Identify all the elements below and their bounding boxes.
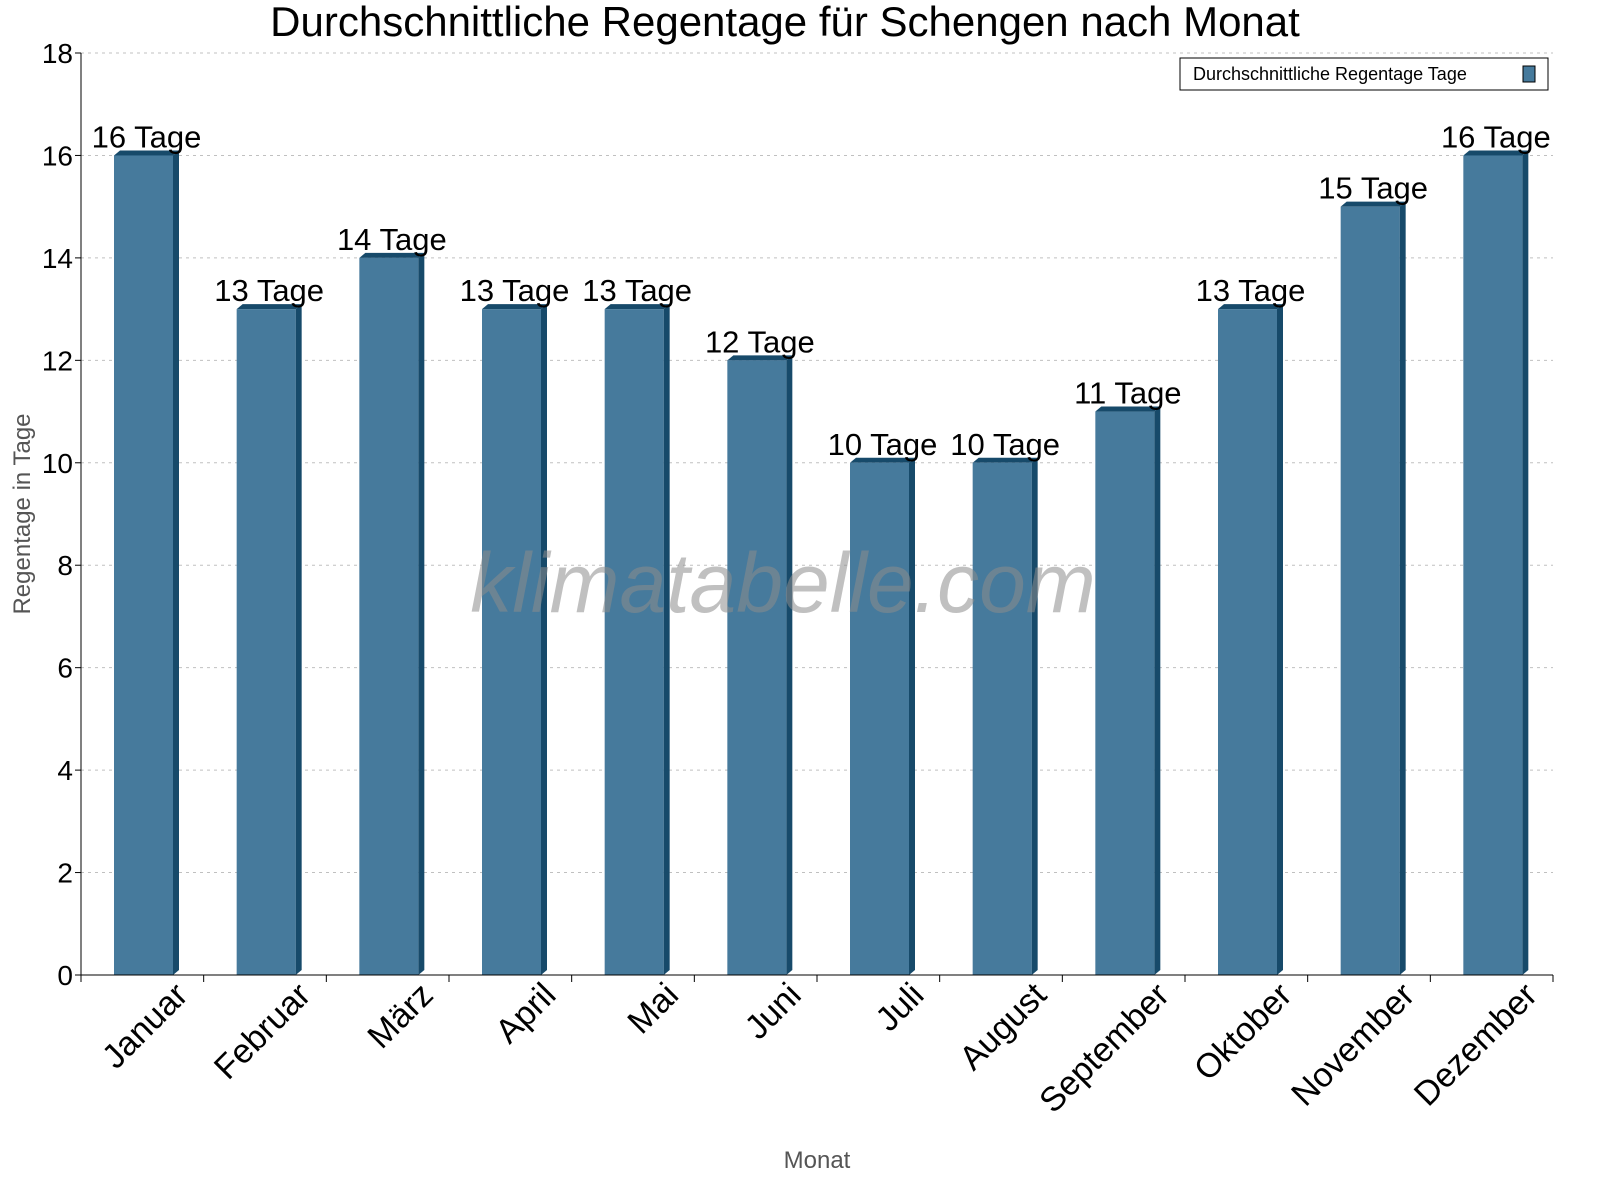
x-tick-label: Juni	[738, 976, 809, 1047]
x-tick-label: Mai	[620, 976, 686, 1042]
bar-side	[1277, 304, 1283, 976]
bar-group: 11 Tage	[1074, 376, 1182, 975]
legend: Durchschnittliche Regentage Tage	[1179, 57, 1549, 91]
bar	[727, 360, 787, 975]
bar-group: 16 Tage	[1441, 119, 1551, 975]
bar	[972, 462, 1032, 975]
legend-label: Durchschnittliche Regentage Tage	[1193, 64, 1467, 84]
y-tick-label: 16	[42, 140, 73, 171]
y-tick-label: 2	[57, 858, 73, 889]
bar-side	[663, 304, 670, 976]
bar	[1095, 411, 1155, 975]
bar-top	[482, 304, 547, 310]
legend-box	[1179, 57, 1549, 91]
bar-group: 13 Tage	[214, 273, 324, 976]
bar	[114, 155, 173, 975]
bar-side	[295, 304, 302, 976]
bar-group: 15 Tage	[1318, 171, 1428, 975]
bar-side	[1154, 406, 1161, 975]
y-tick-label: 18	[42, 38, 73, 69]
bar-top	[114, 150, 179, 156]
y-axis-label: Regentage in Tage	[9, 413, 36, 614]
y-tick-label: 10	[42, 448, 73, 479]
data-label: 13 Tage	[1196, 273, 1306, 308]
data-label: 11 Tage	[1074, 376, 1181, 411]
bar-side	[418, 252, 425, 975]
bar-top	[1095, 406, 1161, 412]
bar	[1218, 309, 1277, 976]
watermark: klimatabelle.com	[470, 536, 1096, 630]
x-tick-label: März	[360, 976, 440, 1056]
bar	[850, 462, 909, 975]
data-label: 13 Tage	[214, 273, 324, 308]
x-axis-label: Monat	[784, 1147, 851, 1174]
bar-group: 10 Tage	[828, 427, 938, 975]
x-tick-label: Januar	[95, 976, 195, 1076]
data-label: 14 Tage	[337, 222, 447, 257]
data-label: 13 Tage	[460, 273, 570, 308]
bar-side	[173, 150, 179, 975]
bar-side	[909, 457, 915, 975]
y-tick-label: 0	[57, 960, 73, 991]
bar-group: 16 Tage	[92, 119, 202, 975]
bar-group: 13 Tage	[460, 273, 570, 976]
y-tick-label: 12	[42, 345, 73, 376]
bar-top	[1218, 304, 1283, 310]
bars: 16 Tage 13 Tage 14 Tage 13 Tage 13 Tage 12 Ta…	[92, 119, 1551, 976]
bar-side	[541, 304, 547, 976]
bar-top	[604, 304, 670, 310]
data-label: 15 Tage	[1318, 171, 1428, 206]
data-label: 12 Tage	[705, 324, 815, 359]
y-tick-label: 6	[57, 653, 73, 684]
bar-top	[359, 252, 425, 258]
data-label: 16 Tage	[92, 119, 202, 154]
x-tick-label: April	[488, 976, 563, 1051]
bar	[236, 309, 296, 976]
x-tick-label: Juli	[868, 976, 931, 1039]
bar-group: 14 Tage	[337, 222, 447, 975]
bar-side	[1522, 150, 1529, 975]
bar	[1340, 206, 1400, 975]
chart-title: Durchschnittliche Regentage für Schengen…	[270, 0, 1300, 45]
bar-top	[1340, 201, 1406, 207]
bar-side	[1399, 201, 1406, 975]
bar-side	[1031, 457, 1038, 975]
bar-group: 13 Tage	[582, 273, 692, 976]
y-tick-label: 4	[57, 755, 73, 786]
bar	[482, 309, 541, 976]
y-tick-label: 8	[57, 550, 73, 581]
bar-group: 12 Tage	[705, 324, 815, 975]
x-tick-label: August	[952, 975, 1054, 1077]
y-tick-label: 14	[42, 243, 73, 274]
bar	[604, 309, 664, 976]
bar	[359, 257, 419, 975]
x-tick-label: Oktober	[1187, 976, 1299, 1088]
x-tick-label: Dezember	[1407, 976, 1545, 1114]
data-label: 16 Tage	[1441, 119, 1551, 154]
bar-top	[850, 457, 915, 463]
bar-group: 13 Tage	[1196, 273, 1306, 976]
bar-group: 10 Tage	[950, 427, 1060, 975]
bar-top	[727, 355, 793, 361]
data-label: 10 Tage	[950, 427, 1060, 462]
x-tick-label: November	[1284, 976, 1422, 1114]
x-tick-label: September	[1032, 976, 1176, 1120]
data-label: 13 Tage	[582, 273, 692, 308]
bar-top	[972, 457, 1038, 463]
grid	[81, 52, 1553, 874]
bar-top	[1463, 150, 1529, 156]
bar-top	[236, 304, 302, 310]
bar-side	[786, 355, 793, 975]
data-label: 10 Tage	[828, 427, 938, 462]
x-tick-label: Februar	[207, 976, 318, 1087]
bar	[1463, 155, 1523, 975]
legend-swatch	[1522, 65, 1536, 83]
